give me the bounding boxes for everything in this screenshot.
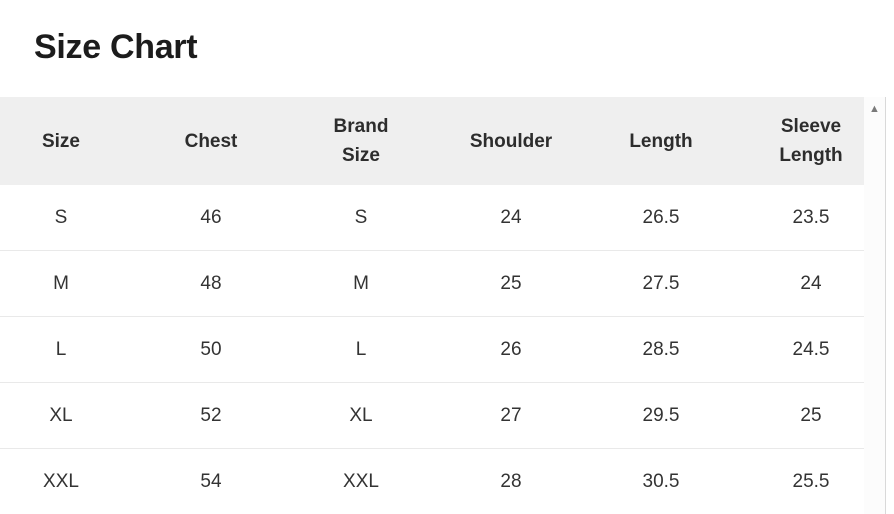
table-header-row: Size Chest Brand Size Shoulder Length Sl… [0, 97, 886, 185]
cell-size: XL [49, 404, 73, 426]
column-header-length-label: Length [629, 130, 693, 152]
cell-shoulder: 24 [500, 206, 522, 228]
cell-length: 30.5 [642, 470, 680, 492]
column-header-chest-label: Chest [184, 130, 238, 152]
table-row: XL 52 XL 27 29.5 25 [0, 383, 886, 449]
column-header-length: Length [600, 97, 722, 185]
cell-sleeve-length: 25.5 [792, 470, 830, 492]
table-row: M 48 M 25 27.5 24 [0, 251, 886, 317]
cell-sleeve-length: 25 [800, 404, 822, 426]
table-row: S 46 S 24 26.5 23.5 [0, 185, 886, 251]
cell-length: 29.5 [642, 404, 680, 426]
column-header-brand-size: Brand Size [300, 97, 422, 185]
cell-brand-size: S [354, 206, 368, 228]
cell-length: 26.5 [642, 206, 680, 228]
column-header-brand-size-label: Brand Size [333, 116, 389, 166]
column-header-chest: Chest [122, 97, 300, 185]
cell-chest: 54 [200, 470, 222, 492]
cell-brand-size: XXL [343, 470, 379, 492]
column-header-sleeve-length-label: Sleeve Length [779, 116, 843, 166]
cell-shoulder: 27 [500, 404, 522, 426]
cell-brand-size: M [353, 272, 369, 294]
column-header-shoulder: Shoulder [422, 97, 600, 185]
cell-brand-size: L [355, 338, 367, 360]
cell-chest: 52 [200, 404, 222, 426]
cell-chest: 50 [200, 338, 222, 360]
cell-chest: 46 [200, 206, 222, 228]
cell-length: 27.5 [642, 272, 680, 294]
scroll-up-arrow-icon: ▲ [869, 102, 880, 115]
cell-size: XXL [43, 470, 79, 492]
column-header-sleeve-length: Sleeve Length [722, 97, 886, 185]
cell-shoulder: 25 [500, 272, 522, 294]
table-row: XXL 54 XXL 28 30.5 25.5 [0, 449, 886, 514]
size-chart-table: Size Chest Brand Size Shoulder Length Sl… [0, 97, 886, 514]
cell-shoulder: 28 [500, 470, 522, 492]
column-header-shoulder-label: Shoulder [469, 130, 553, 152]
size-chart-grid: Size Chest Brand Size Shoulder Length Sl… [0, 97, 886, 514]
cell-sleeve-length: 24.5 [792, 338, 830, 360]
cell-sleeve-length: 23.5 [792, 206, 830, 228]
scroll-up-button[interactable]: ▲ [864, 97, 885, 121]
cell-brand-size: XL [349, 404, 373, 426]
cell-size: M [53, 272, 69, 294]
vertical-scrollbar[interactable]: ▲ [864, 97, 886, 514]
page-title: Size Chart [34, 28, 198, 66]
cell-size: L [55, 338, 67, 360]
cell-size: S [54, 206, 68, 228]
cell-sleeve-length: 24 [800, 272, 822, 294]
column-header-size: Size [0, 97, 122, 185]
cell-chest: 48 [200, 272, 222, 294]
cell-shoulder: 26 [500, 338, 522, 360]
table-row: L 50 L 26 28.5 24.5 [0, 317, 886, 383]
cell-length: 28.5 [642, 338, 680, 360]
column-header-size-label: Size [41, 130, 81, 152]
